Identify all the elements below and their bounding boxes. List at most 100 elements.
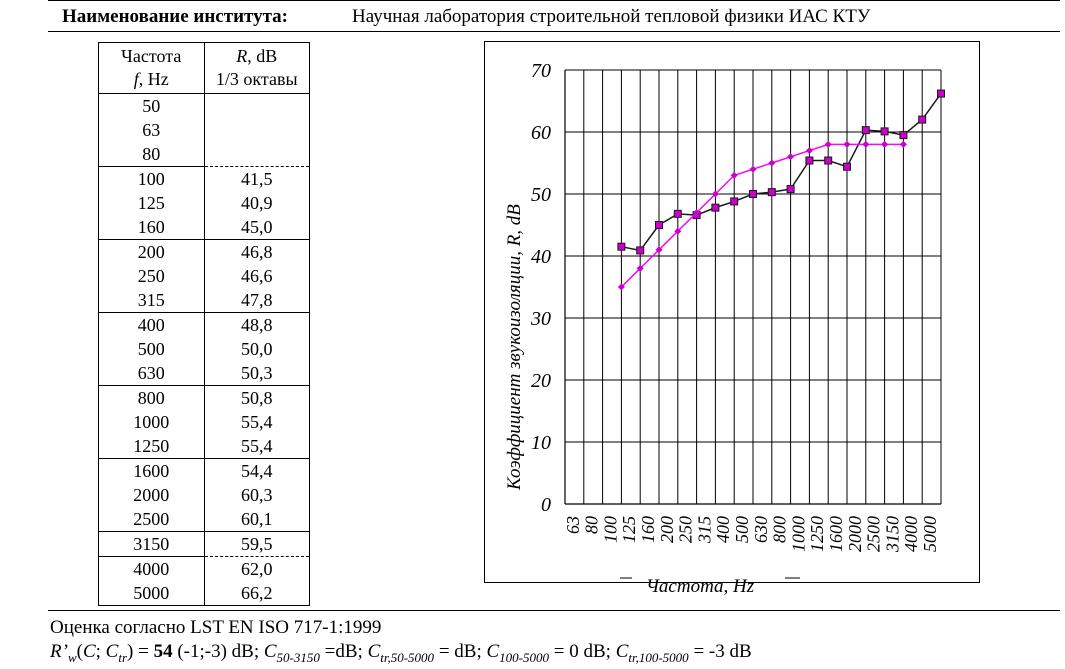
series-point-2 [655, 246, 663, 254]
table-row: 1000 55,4 [98, 410, 310, 434]
c3-symbol: C [486, 641, 500, 662]
frequency-cell: 1600 [98, 458, 205, 483]
table-row: 100 41,5 [98, 166, 310, 191]
series-point-2 [824, 140, 832, 148]
x-tick-label: 1000 [788, 516, 808, 552]
series-point-1 [824, 156, 833, 165]
c3-subscript: 100-5000 [499, 649, 550, 665]
frequency-cell: 4000 [98, 556, 205, 581]
frequency-cell: 2000 [98, 483, 205, 507]
table-row: 500 50,0 [98, 337, 310, 361]
frequency-cell: 5000 [98, 581, 205, 606]
series-point-1 [861, 126, 870, 135]
y-tick-label: 0 [541, 494, 551, 516]
footer-rule [48, 610, 1060, 611]
y-tick-label: 60 [531, 122, 551, 144]
rw-symbol: R’ [50, 641, 68, 662]
frequency-cell: 500 [98, 337, 205, 361]
insulation-cell: 60,1 [203, 507, 310, 532]
series-point-2 [881, 140, 889, 148]
x-tick-label: 80 [582, 516, 602, 534]
x-axis-label: Частота, Hz [646, 576, 755, 597]
x-tick-label: 250 [676, 516, 696, 543]
insulation-column-header: R, dB 1/3 октавы [203, 42, 310, 94]
series-point-1 [918, 115, 927, 124]
frequency-cell: 400 [98, 312, 205, 337]
rw-ctr-subscript: tr [118, 649, 128, 665]
insulation-cell [203, 142, 310, 167]
frequency-cell: 100 [98, 166, 205, 191]
y-axis-label: Коэффициент звукоизоляции, R, dB [504, 204, 525, 491]
rw-paren-open: ( [76, 641, 83, 662]
table-header-row: Частота f, Hz R, dB 1/3 октавы [98, 42, 310, 94]
x-tick-label: 125 [619, 516, 639, 543]
insulation-cell: 55,4 [203, 434, 310, 459]
frequency-cell: 63 [98, 118, 205, 142]
c2-symbol: C [367, 641, 381, 662]
x-tick-label: 800 [770, 516, 790, 543]
x-tick-label: 100 [600, 516, 620, 543]
series-point-2 [674, 227, 682, 235]
table-row: 400 48,8 [98, 312, 310, 337]
series-point-1 [636, 246, 645, 255]
insulation-cell: 40,9 [203, 191, 310, 215]
frequency-cell: 1250 [98, 434, 205, 459]
frequency-cell: 160 [98, 215, 205, 240]
y-tick-label: 40 [531, 246, 551, 268]
series-point-2 [899, 140, 907, 148]
insulation-cell: 45,0 [203, 215, 310, 240]
table-row: 50 [98, 93, 310, 118]
table-row: 1600 54,4 [98, 458, 310, 483]
insulation-cell [203, 93, 310, 118]
x-tick-label: 200 [657, 516, 677, 543]
c2-subscript: tr,50-5000 [380, 649, 435, 665]
series-point-2 [749, 165, 757, 173]
insulation-cell: 60,3 [203, 483, 310, 507]
table-row: 4000 62,0 [98, 556, 310, 581]
rw-paren-close: ) [127, 641, 134, 662]
rw-equals: = [133, 641, 154, 662]
insulation-cell: 47,8 [203, 288, 310, 313]
rw-value: 54 [153, 641, 173, 662]
insulation-cell: 54,4 [203, 458, 310, 483]
y-tick-label: 30 [530, 308, 551, 330]
table-row: 125 40,9 [98, 191, 310, 215]
frequency-cell: 630 [98, 361, 205, 386]
frequency-cell: 200 [98, 239, 205, 264]
y-tick-label: 10 [531, 432, 551, 454]
rw-semicolon: ; [95, 641, 106, 662]
table-row: 630 50,3 [98, 361, 310, 386]
table-row: 160 45,0 [98, 215, 310, 240]
frequency-column-header: Частота f, Hz [98, 42, 205, 94]
series-point-2 [617, 283, 625, 291]
series-point-1 [899, 131, 908, 140]
institute-label: Наименование института: [62, 6, 288, 27]
c4-symbol: C [615, 641, 629, 662]
series-point-2 [768, 159, 776, 167]
insulation-cell: 62,0 [203, 556, 310, 581]
insulation-cell: 50,3 [203, 361, 310, 386]
rw-subscript: w [67, 649, 77, 665]
x-tick-label: 2500 [864, 516, 884, 552]
series-point-1 [673, 209, 682, 218]
c1-symbol: C [263, 641, 277, 662]
series-point-2 [862, 140, 870, 148]
insulation-cell: 48,8 [203, 312, 310, 337]
series-point-2 [730, 171, 738, 179]
header-rule [48, 31, 1060, 32]
frequency-cell: 1000 [98, 410, 205, 434]
table-row: 1250 55,4 [98, 434, 310, 459]
x-tick-label: 315 [694, 516, 714, 544]
x-tick-label: 63 [563, 516, 583, 534]
series-point-1 [805, 156, 814, 165]
x-tick-label: 160 [638, 516, 658, 543]
x-tick-label: 630 [751, 516, 771, 543]
frequency-header-title: Частота [121, 46, 182, 66]
x-tick-label: 4000 [901, 516, 921, 552]
table-row: 63 [98, 118, 310, 142]
measurement-table: Частота f, Hz R, dB 1/3 октавы 50 63 80 100… [98, 42, 310, 606]
frequency-cell: 3150 [98, 531, 205, 557]
y-tick-label: 20 [531, 370, 551, 392]
x-tick-label: 2000 [845, 516, 865, 552]
